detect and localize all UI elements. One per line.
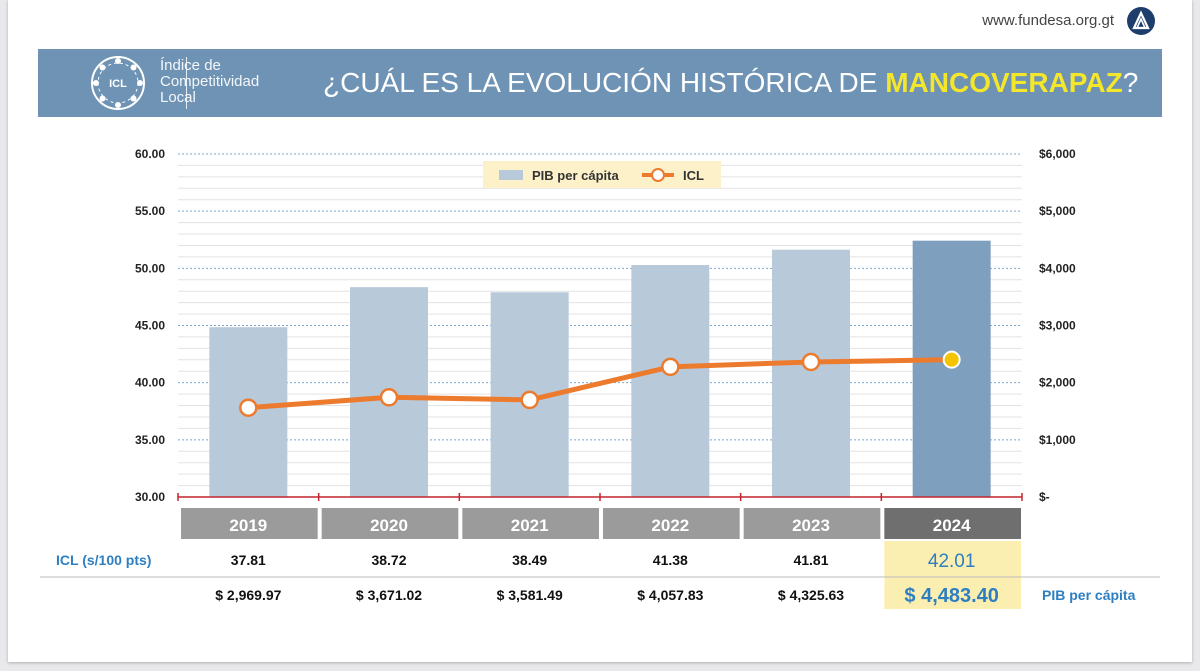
slide: www.fundesa.org.gt ICL Índice de Competi… bbox=[8, 0, 1192, 662]
site-url[interactable]: www.fundesa.org.gt bbox=[982, 12, 1114, 29]
highlight-cell-2024 bbox=[884, 541, 1021, 609]
left-tick-label: 50.00 bbox=[135, 261, 165, 275]
year-box-2024 bbox=[884, 508, 1021, 539]
icl-point-2021 bbox=[520, 390, 539, 410]
left-tick-label: 40.00 bbox=[135, 376, 165, 390]
right-tick-label: $2,000 bbox=[1039, 376, 1076, 390]
icl-value-2023: 41.81 bbox=[793, 552, 828, 568]
right-tick-label: $5,000 bbox=[1039, 204, 1076, 218]
left-tick-label: 35.00 bbox=[135, 433, 165, 447]
icl-point-2022 bbox=[661, 357, 680, 377]
year-box-2021 bbox=[462, 508, 599, 539]
icl-point-2023 bbox=[801, 352, 821, 372]
icl-row-label: ICL (s/100 pts) bbox=[56, 552, 151, 568]
year-label: 2020 bbox=[370, 516, 408, 535]
right-tick-label: $4,000 bbox=[1039, 261, 1076, 275]
data-table: 2019 2020 2021 2022 2023 2024 ICL (s/100 pts) 3… bbox=[40, 508, 1160, 609]
year-label: 2021 bbox=[511, 516, 549, 535]
icl-value-2022: 41.38 bbox=[653, 552, 688, 568]
pib-value-2021: $ 3,581.49 bbox=[497, 587, 563, 603]
gridlines bbox=[178, 153, 1022, 487]
year-box-2022 bbox=[603, 508, 740, 539]
icl-logo-icon: ICL bbox=[91, 56, 145, 110]
icl-line bbox=[239, 350, 961, 417]
icl-value-2020: 38.72 bbox=[371, 552, 406, 568]
year-label: 2024 bbox=[933, 516, 971, 535]
year-label: 2022 bbox=[651, 516, 689, 535]
right-tick-label: $6,000 bbox=[1039, 147, 1076, 161]
pib-value-2022: $ 4,057.83 bbox=[637, 587, 703, 603]
year-box-2019 bbox=[181, 508, 318, 539]
title-prefix: ¿CUÁL ES LA EVOLUCIÓN HISTÓRICA DE bbox=[323, 67, 886, 98]
left-tick-label: 30.00 bbox=[135, 490, 165, 504]
brand-line-1: Índice de bbox=[160, 57, 221, 74]
icl-series-line bbox=[248, 357, 952, 411]
icl-point-2019 bbox=[239, 398, 258, 417]
pib-value-2024: $ 4,483.40 bbox=[904, 585, 999, 607]
pib-value-2020: $ 3,671.02 bbox=[356, 587, 422, 603]
year-label: 2023 bbox=[792, 516, 830, 535]
pib-value-2019: $ 2,969.97 bbox=[215, 587, 281, 603]
axes: 30.00 35.00 40.00 45.00 50.00 55.00 60.00 $- $1,… bbox=[135, 147, 1076, 504]
icl-point-2024 bbox=[942, 350, 961, 369]
left-tick-label: 60.00 bbox=[135, 147, 165, 161]
year-box-2020 bbox=[321, 508, 459, 539]
page-title: ¿CUÁL ES LA EVOLUCIÓN HISTÓRICA DE MANCO… bbox=[323, 67, 1138, 99]
legend-swatch-pib bbox=[499, 170, 523, 180]
brand-line-3: Local bbox=[160, 89, 196, 106]
right-tick-label: $- bbox=[1039, 490, 1050, 504]
right-tick-label: $1,000 bbox=[1039, 433, 1076, 447]
title-highlight: MANCOVERAPAZ bbox=[885, 67, 1123, 98]
left-tick-label: 55.00 bbox=[135, 204, 165, 218]
pib-row-label: PIB per cápita bbox=[1042, 587, 1136, 603]
year-label: 2019 bbox=[229, 516, 267, 535]
icl-value-2024: 42.01 bbox=[928, 551, 976, 572]
brand-name: Índice de Competitividad Local bbox=[160, 58, 290, 106]
fundesa-logo-icon bbox=[1127, 7, 1155, 35]
bar-pib-2023 bbox=[772, 249, 850, 497]
year-box-2023 bbox=[743, 508, 881, 539]
legend-label-icl: ICL bbox=[683, 168, 704, 183]
bar-pib-2022 bbox=[631, 265, 710, 497]
legend-swatch-icl-marker bbox=[651, 168, 665, 182]
icl-logo-text: ICL bbox=[109, 78, 127, 90]
icl-point-2020 bbox=[379, 388, 399, 407]
header-banner: ICL Índice de Competitividad Local ¿CUÁL… bbox=[38, 49, 1162, 117]
legend-label-pib: PIB per cápita bbox=[532, 168, 619, 183]
legend: PIB per cápita ICL bbox=[483, 161, 721, 188]
left-tick-label: 45.00 bbox=[135, 319, 165, 333]
pib-value-2023: $ 4,325.63 bbox=[778, 587, 844, 603]
brand-line-2: Competitividad bbox=[160, 73, 260, 90]
icl-value-2019: 37.81 bbox=[231, 552, 266, 568]
bars bbox=[209, 240, 991, 497]
icl-value-2021: 38.49 bbox=[512, 552, 547, 568]
title-suffix: ? bbox=[1122, 67, 1139, 98]
right-tick-label: $3,000 bbox=[1039, 319, 1076, 333]
header-divider bbox=[186, 57, 187, 109]
bar-pib-2024 bbox=[912, 240, 991, 497]
